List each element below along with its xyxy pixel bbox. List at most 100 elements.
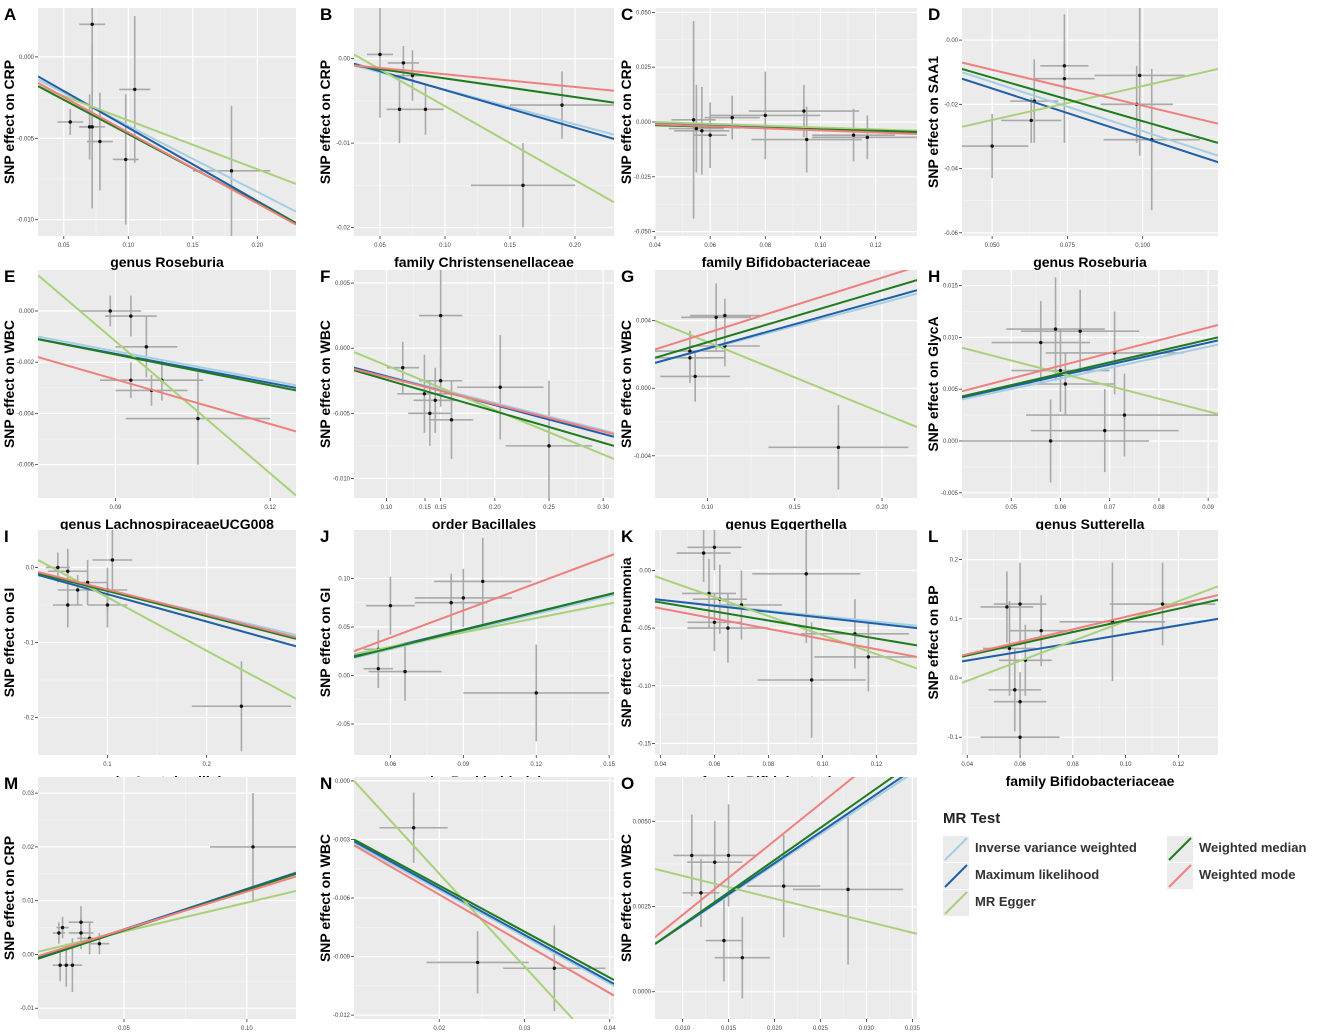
panel-l-xtick-label: 0.10 [1120,762,1132,768]
panel-o-xtick-label: 0.015 [721,1026,737,1032]
panel-l-ytick-label: 0.0 [950,676,959,682]
panel-j-background [354,530,614,755]
panel-c-snp-point [865,135,870,140]
panel-d-line-mode [962,61,1218,125]
panel-f-xtick-label: 0.20 [489,505,501,511]
panel-f-xtick-label: 0.25 [543,505,555,511]
panel-f-snp-point [547,444,551,448]
panel-c-snp-point [730,115,734,120]
panel-n-snp-point [475,960,480,965]
panel-b-ytick-label: 0.00 [338,57,350,63]
panel-n-line-mode [354,844,614,997]
legend-label-mode: Weighted mode [1199,867,1296,882]
panel-b-xtick-label: 0.20 [569,243,581,249]
panel-g-snp-point [836,445,841,450]
panel-a-snp-point [90,125,94,129]
panel-l-xtick-label: 0.04 [961,762,973,768]
panel-o-xtick-label: 0.010 [675,1026,691,1032]
panel-f-xtick-label: 0.15 [435,505,447,511]
panel-d-x-axis-label: genus Roseburia [1033,254,1147,270]
panel-n-line-egger [354,780,575,1019]
panel-c-xtick-label: 0.04 [649,243,661,249]
panel-i-letter: I [4,527,9,546]
panel-f-line-mode [354,368,614,436]
panel-k-snp-point [866,655,871,659]
panel-j-ytick-label: 0.00 [338,673,350,679]
panel-j-ytick-label: 0.10 [338,576,350,582]
panel-f-y-axis-label: SNP effect on WBC [317,320,333,448]
panel-h-x-axis-label: genus Sutterella [1036,516,1145,532]
panel-c-snp-point [851,133,856,137]
panel-c-snp-point [708,133,712,137]
panel-a-snp-point [98,139,102,144]
panel-f-ytick-label: 0.000 [335,346,351,352]
panel-i-snp-point [66,603,70,607]
panel-j-snp-point [449,601,453,605]
panel-m-ytick-label: 0.03 [22,791,34,797]
panel-a-y-axis-label: SNP effect on CRP [1,60,17,184]
panel-h-ytick-label: -0.005 [941,491,959,497]
panel-h-y-axis-label: SNP effect on GlycA [925,316,941,451]
panel-k-snp-point [712,545,717,550]
panel-j: 0.06 0.09 0.12 0.15 0.10 0.05 0.00 -0.05 J SNP ef… [317,527,616,789]
panel-b-snp-point [378,52,382,57]
panel-g-ytick-label: -0.004 [634,454,652,460]
egger-swatch [943,890,969,916]
panel-m-snp-point [79,920,83,924]
panel-o-snp-point [722,938,726,943]
panel-g-snp-point [723,313,727,318]
panel-k-xtick-label: 0.06 [709,762,721,768]
panel-k-xtick-label: 0.04 [655,762,667,768]
mr-test-legend: MR Test Inverse variance weighted Maximu… [935,800,1320,930]
panel-d-xtick-label: 0.050 [985,243,1001,249]
panel-f: 0.10 0.15 0.20 0.25 0.30 0.005 0.000 -0.005 -0.0… [317,267,614,532]
panel-o-xtick-label: 0.035 [905,1026,921,1032]
panel-d-ytick-label: 0.00 [946,38,958,44]
panel-e-ytick-label: -0.004 [17,411,35,417]
panel-h-snp-point [1048,439,1053,443]
panel-f-x-axis-label: order Bacillales [432,516,536,532]
panel-e-ytick-label: -0.006 [17,463,35,469]
panel-j-ytick-label: -0.05 [336,722,350,728]
panel-d-letter: D [928,5,940,24]
wm-swatch [1167,836,1193,862]
panel-g-snp-point [714,315,718,319]
panel-d-snp-point [1062,64,1067,68]
panel-d-snp-point [990,144,994,148]
panel-i-snp-point [110,558,115,562]
panel-h-line-ml [962,339,1218,399]
panel-d-snp-point [1062,76,1067,81]
panel-a-xtick-label: 0.05 [58,243,70,249]
panel-o-ytick-label: 0.0000 [633,990,652,996]
panel-f-ytick-label: -0.005 [333,411,351,417]
panel-m-ytick-label: 0.01 [22,899,34,905]
panel-k-letter: K [621,527,634,546]
panel-k-snp-point [701,551,706,555]
panel-b-snp-point [423,107,428,112]
legend-label-ml: Maximum likelihood [975,867,1100,882]
panel-e-x-axis-label: genus LachnospiraceaeUCG008 [60,516,274,532]
panel-a-xtick-label: 0.15 [187,243,199,249]
panel-m-background [38,777,296,1019]
panel-a-ytick-label: -0.005 [17,136,35,142]
panel-a-snp-point [133,87,137,92]
panel-m-snp-point [58,963,62,967]
panel-b-line-egger [354,53,614,204]
panel-l-xtick-label: 0.08 [1067,762,1079,768]
panel-m-letter: M [4,774,18,793]
panel-m-ytick-label: -0.01 [20,1006,34,1012]
panel-o-line-wm [655,777,895,945]
panel-k-line-egger [655,575,917,670]
panel-e-xtick-label: 0.09 [110,505,122,511]
panel-m-xtick-label: 0.05 [118,1026,130,1032]
panel-h-snp-point [1039,340,1043,345]
panel-k-ytick-label: -0.10 [637,684,651,690]
panel-h-snp-point [1103,428,1107,433]
panel-i-ytick-label: -0.2 [24,716,35,722]
panel-l-snp-point [1007,646,1012,651]
panel-j-xtick-label: 0.15 [603,762,615,768]
panel-c-letter: C [621,5,633,24]
panel-m-y-axis-label: SNP effect on CRP [1,836,17,960]
panel-i-xtick-label: 0.1 [103,762,112,768]
panel-k-snp-point [809,678,814,682]
